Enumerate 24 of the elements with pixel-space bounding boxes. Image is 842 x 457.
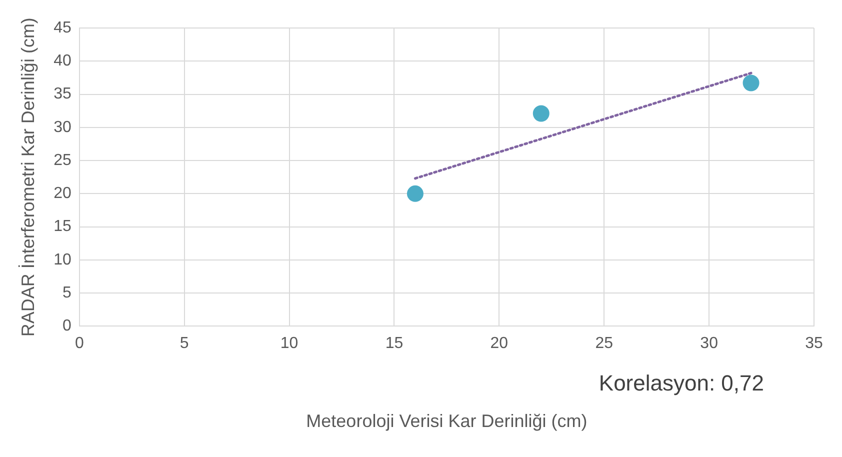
x-tick-label: 20 (490, 335, 508, 352)
y-tick-label: 25 (54, 152, 72, 169)
point (406, 185, 424, 202)
y-tick-label: 45 (54, 19, 72, 36)
y-tick-label: 20 (54, 185, 72, 202)
y-tick-label: 15 (54, 218, 72, 236)
y-tick-label: 0 (62, 318, 72, 335)
point (742, 74, 760, 92)
x-tick-label: 5 (180, 335, 189, 352)
text: Korelasyon: 0,72 (598, 370, 764, 396)
x-tick-label: 30 (700, 335, 718, 352)
x-tick-label: 0 (74, 335, 84, 352)
x-tick-label: 15 (385, 335, 404, 352)
y-tick-label: 35 (54, 86, 72, 103)
x-tick-label: 35 (805, 335, 823, 352)
y-axis-title: RADAR İnterferometri Kar Derinliği (cm) (18, 18, 38, 337)
y-tick-label: 5 (62, 284, 72, 302)
y-tick-label: 40 (54, 52, 72, 70)
y-tick-label: 30 (54, 118, 72, 136)
x-axis-title: Meteoroloji Verisi Kar Derinliği (cm) (306, 411, 588, 432)
y-tick-label: 10 (54, 251, 72, 268)
point (532, 105, 550, 122)
x-tick-label: 10 (280, 335, 298, 352)
x-tick-label: 25 (595, 335, 614, 352)
